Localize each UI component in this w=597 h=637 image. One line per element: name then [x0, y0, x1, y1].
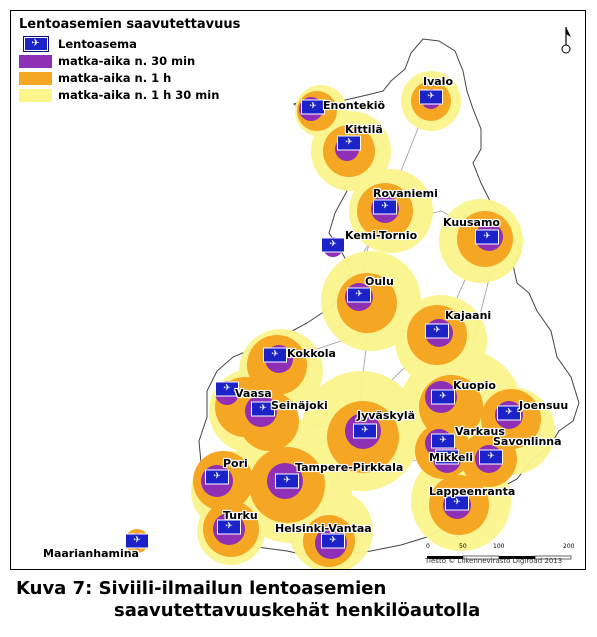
airport-label-seinajoki: Seinäjoki	[271, 399, 328, 412]
airport-label-ivalo: Ivalo	[423, 75, 454, 88]
legend-label-60min: matka-aika n. 1 h	[58, 71, 172, 85]
legend-title: Lentoasemien saavutettavuus	[19, 17, 241, 32]
airport-label-rovaniemi: Rovaniemi	[373, 187, 438, 200]
airport-marker-mikkeli[interactable]: ✈	[435, 449, 459, 465]
plane-icon: ✈	[439, 391, 447, 402]
airport-label-oulu: Oulu	[365, 275, 394, 288]
legend-row-90min: matka-aika n. 1 h 30 min	[19, 87, 277, 103]
airport-marker-kuusamo[interactable]: ✈	[475, 229, 499, 245]
plane-icon: ✈	[483, 231, 491, 242]
legend-label-airport: Lentoasema	[58, 37, 137, 51]
plane-icon: ✈	[309, 101, 317, 112]
airport-label-savonlinna: Savonlinna	[493, 435, 562, 448]
airport-marker-kittila[interactable]: ✈	[337, 135, 361, 151]
plane-icon: ✈	[433, 325, 441, 336]
airport-marker-turku[interactable]: ✈	[217, 519, 241, 535]
plane-icon: ✈	[361, 425, 369, 436]
scale-bar: 0 50 100 200	[425, 543, 575, 565]
plane-icon: ✈	[223, 383, 231, 394]
airport-label-pori: Pori	[223, 457, 248, 470]
airport-marker-kuopio[interactable]: ✈	[431, 389, 455, 405]
legend-swatch-airport: ✈	[19, 36, 52, 52]
plane-icon: ✈	[329, 239, 337, 250]
airport-marker-tampere-pirkkala[interactable]: ✈	[275, 473, 299, 489]
legend-swatch-90min	[19, 88, 52, 102]
plane-icon: ✈	[213, 471, 221, 482]
airport-label-kajaani: Kajaani	[445, 309, 492, 322]
plane-icon: ✈	[439, 435, 447, 446]
plane-icon: ✈	[31, 38, 40, 49]
plane-icon: ✈	[329, 535, 337, 546]
airport-marker-pori[interactable]: ✈	[205, 469, 229, 485]
map-legend: Lentoasemien saavutettavuus ✈ Lentoasema…	[15, 15, 281, 108]
airport-marker-enontekio[interactable]: ✈	[301, 99, 325, 115]
scale-tick: 0	[426, 543, 430, 550]
airport-label-enontekio: Enontekiö	[323, 99, 386, 112]
airport-label-lappeenranta: Lappeenranta	[429, 485, 516, 498]
airport-label-kuopio: Kuopio	[453, 379, 496, 392]
plane-icon: ✈	[355, 289, 363, 300]
airport-marker-oulu[interactable]: ✈	[347, 287, 371, 303]
airport-marker-lappeenranta[interactable]: ✈	[445, 495, 469, 511]
airport-label-joensuu: Joensuu	[519, 399, 569, 412]
plane-icon: ✈	[271, 349, 279, 360]
legend-row-30min: matka-aika n. 30 min	[19, 53, 277, 69]
legend-row-airport: ✈ Lentoasema	[19, 36, 277, 52]
scale-bar-graphic	[427, 555, 572, 560]
airport-marker-kemi-tornio[interactable]: ✈	[321, 237, 345, 253]
airport-label-kokkola: Kokkola	[287, 347, 336, 360]
plane-icon: ✈	[283, 475, 291, 486]
caption-line-2: saavutettavuuskehät henkilöautolla	[114, 600, 481, 621]
plane-icon: ✈	[345, 137, 353, 148]
plane-icon: ✈	[225, 521, 233, 532]
airport-label-kuusamo: Kuusamo	[443, 216, 500, 229]
plane-icon: ✈	[381, 201, 389, 212]
airport-marker-varkaus[interactable]: ✈	[431, 433, 455, 449]
airport-label-jyvaskyla: Jyväskylä	[357, 409, 416, 422]
airport-marker-maarianhamina[interactable]: ✈	[125, 533, 149, 549]
airport-label-turku: Turku	[223, 509, 258, 522]
scale-tick: 50	[459, 543, 467, 550]
airport-label-tampere-pirkkala: Tampere-Pirkkala	[295, 461, 404, 474]
airport-marker-kajaani[interactable]: ✈	[425, 323, 449, 339]
plane-icon: ✈	[427, 91, 435, 102]
airport-label-maarianhamina: Maarianhamina	[43, 547, 139, 560]
legend-label-30min: matka-aika n. 30 min	[58, 54, 196, 68]
airport-marker-seinajoki[interactable]: ✈	[251, 401, 275, 417]
airport-marker-rovaniemi[interactable]: ✈	[373, 199, 397, 215]
airport-marker-kokkola[interactable]: ✈	[263, 347, 287, 363]
airport-marker-helsinki-vantaa[interactable]: ✈	[321, 533, 345, 549]
scale-tick: 200	[563, 543, 575, 550]
plane-icon: ✈	[259, 403, 267, 414]
legend-swatch-30min	[19, 54, 52, 68]
plane-icon: ✈	[453, 497, 461, 508]
plane-icon: ✈	[443, 451, 451, 462]
airport-label-vaasa: Vaasa	[235, 387, 272, 400]
airport-label-kemi-tornio: Kemi-Tornio	[345, 229, 418, 242]
legend-swatch-60min	[19, 71, 52, 85]
north-arrow-icon	[561, 27, 571, 54]
plane-icon: ✈	[505, 407, 513, 418]
airport-label-helsinki-vantaa: Helsinki-Vantaa	[275, 522, 372, 535]
airport-marker-vaasa[interactable]: ✈	[215, 381, 239, 397]
legend-row-60min: matka-aika n. 1 h	[19, 70, 277, 86]
airport-marker-savonlinna[interactable]: ✈	[479, 449, 503, 465]
caption-line-1: Kuva 7: Siviili-ilmailun lentoasemien	[16, 578, 387, 599]
map-frame: ✈ Ivalo ✈ Enontekiö ✈ Kittilä ✈ Rovaniem…	[10, 10, 586, 570]
scale-tick: 100	[493, 543, 505, 550]
airport-label-mikkeli: Mikkeli	[429, 451, 474, 464]
airport-marker-ivalo[interactable]: ✈	[419, 89, 443, 105]
airport-marker-joensuu[interactable]: ✈	[497, 405, 521, 421]
legend-label-90min: matka-aika n. 1 h 30 min	[58, 88, 220, 102]
airport-label-kittila: Kittilä	[345, 123, 383, 136]
map-credit: Tiestö © Liikennevirasto Digiroad 2013	[425, 557, 563, 565]
plane-icon: ✈	[133, 535, 141, 546]
airport-marker-jyvaskyla[interactable]: ✈	[353, 423, 377, 439]
figure-caption: Kuva 7: Siviili-ilmailun lentoasemien sa…	[16, 578, 480, 622]
airport-label-varkaus: Varkaus	[455, 425, 505, 438]
plane-icon: ✈	[487, 451, 495, 462]
